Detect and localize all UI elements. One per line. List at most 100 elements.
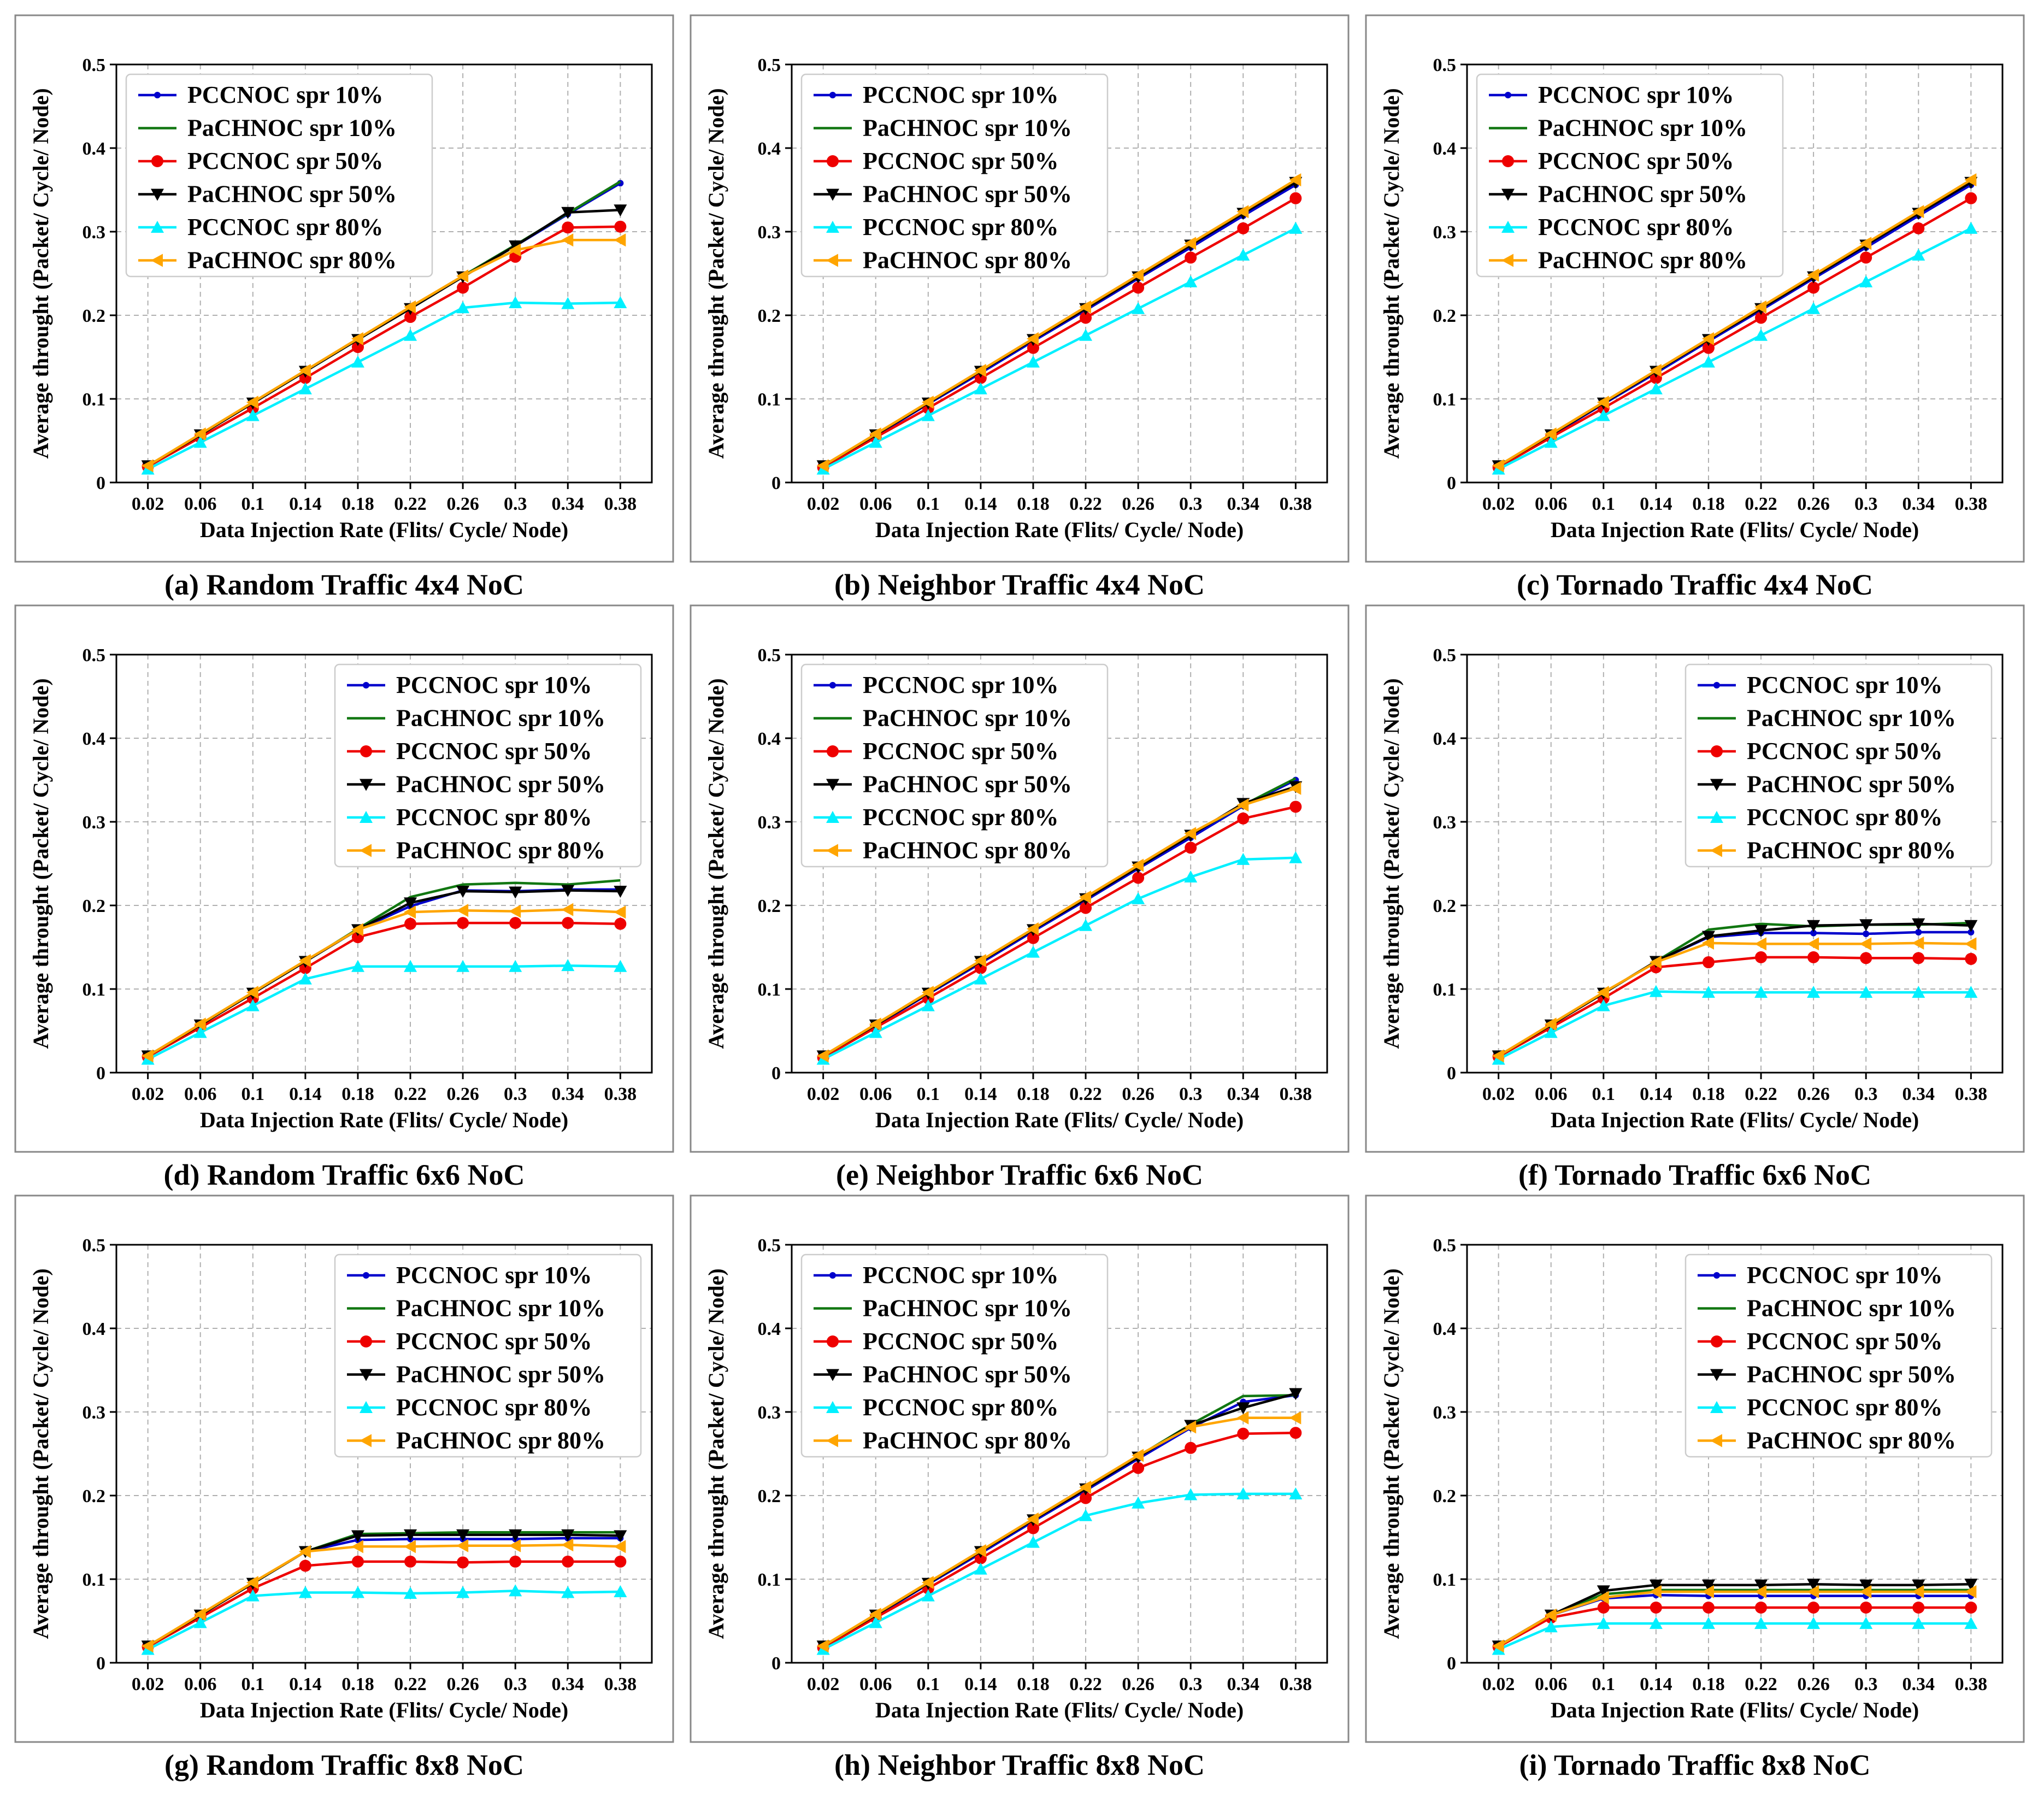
series-pachnoc-spr-50-marker [509, 886, 522, 899]
legend-pccnoc-spr-80-marker [360, 811, 373, 823]
x-tick-label: 0.22 [1069, 1084, 1102, 1104]
series-pccnoc-spr-80-marker [509, 296, 522, 309]
plot-area-frame [115, 63, 653, 484]
series-pccnoc-spr-80-marker [298, 972, 312, 985]
series-pccnoc-spr-50-marker [351, 1555, 364, 1568]
series-pachnoc-spr-80-marker [404, 300, 416, 314]
series-pachnoc-spr-80-marker [1236, 205, 1249, 219]
x-tick-label: 0.38 [1955, 1674, 1988, 1694]
series-pccnoc-spr-80-marker [561, 1586, 575, 1598]
series-pachnoc-spr-80-marker [246, 396, 258, 409]
y-tick-label: 0.5 [758, 1235, 781, 1256]
legend-pachnoc-spr-50-marker [826, 189, 839, 201]
legend-pachnoc-spr-50-marker [1501, 189, 1515, 201]
series-pccnoc-spr-50-marker [614, 220, 627, 233]
series-pccnoc-spr-80-marker [1026, 945, 1040, 958]
legend-pccnoc-spr-50-marker [827, 155, 839, 167]
series-pccnoc-spr-50-marker [1237, 1427, 1250, 1440]
legend-pachnoc-spr-10-label: PaCHNOC spr 10% [396, 1295, 605, 1322]
y-tick-label: 0.2 [1433, 306, 1457, 326]
legend-box [1684, 1253, 1993, 1458]
x-tick-label: 0.18 [1017, 494, 1050, 514]
series-pccnoc-spr-50-marker [457, 281, 469, 294]
legend-pccnoc-spr-10-label: PCCNOC spr 10% [863, 1262, 1059, 1288]
legend-pachnoc-spr-80-label: PaCHNOC spr 80% [1747, 1427, 1956, 1454]
series-pachnoc-spr-80-marker [1492, 459, 1504, 473]
y-axis-label: Average throught (Packet/ Cycle/ Node) [28, 1268, 53, 1639]
series-pachnoc-spr-80-marker [404, 905, 416, 919]
series-pccnoc-spr-50-marker [1237, 812, 1250, 825]
plot-area-frame [1466, 654, 2004, 1074]
series-pccnoc-spr-80-marker [1184, 870, 1198, 882]
series-pachnoc-spr-80-marker [1079, 890, 1092, 904]
x-tick-label: 0.02 [1482, 1084, 1515, 1104]
y-axis-label: Average throught (Packet/ Cycle/ Node) [1379, 1268, 1404, 1639]
x-tick-label: 0.14 [289, 1084, 322, 1104]
y-tick-label: 0.4 [1433, 1319, 1457, 1339]
series-pccnoc-spr-50-marker [1080, 311, 1092, 324]
x-tick-label: 0.1 [917, 1674, 940, 1694]
series-pccnoc-spr-50-marker [1080, 1492, 1092, 1504]
series-pachnoc-spr-80-marker [456, 904, 469, 917]
series-pccnoc-spr-80-marker [869, 1616, 882, 1628]
series-pccnoc-spr-80-marker [456, 960, 470, 972]
series-pccnoc-spr-50-marker [1027, 342, 1039, 354]
plot-area-frame [791, 1244, 1328, 1664]
series-pachnoc-spr-80-marker [141, 459, 154, 473]
series-pccnoc-spr-80-marker [1859, 986, 1873, 998]
series-pachnoc-spr-80-marker [921, 1576, 934, 1590]
series-pccnoc-spr-50-marker [1807, 1602, 1820, 1614]
series-pachnoc-spr-80-marker [869, 427, 881, 441]
series-pachnoc-spr-50-marker [614, 885, 627, 898]
x-tick-label: 0.38 [604, 1084, 637, 1104]
y-tick-label: 0.1 [1433, 980, 1457, 1000]
series-pccnoc-spr-80-marker [1701, 1617, 1715, 1629]
series-pccnoc-spr-50-marker [1912, 952, 1925, 964]
y-tick-label: 0.4 [83, 139, 106, 159]
series-pccnoc-spr-80-marker [456, 1586, 470, 1598]
series-pachnoc-spr-80-marker [1649, 363, 1662, 377]
series-pccnoc-spr-80-marker [193, 1026, 207, 1038]
series-pccnoc-spr-80-marker [456, 301, 470, 314]
series-pccnoc-spr-50-marker [1755, 1602, 1768, 1614]
series-pccnoc-spr-50-marker [1807, 951, 1820, 963]
series-pccnoc-spr-80-marker [921, 1589, 935, 1602]
legend-pachnoc-spr-10-label: PaCHNOC spr 10% [863, 1295, 1072, 1322]
legend: PCCNOC spr 10% PaCHNOC spr 10% PCCNOC spr … [1684, 1253, 1993, 1458]
x-tick-label: 0.1 [241, 1674, 265, 1694]
x-tick-label: 0.34 [1902, 494, 1935, 514]
legend-pachnoc-spr-50-marker [1710, 1369, 1723, 1381]
series-pccnoc-spr-80-marker [1964, 221, 1978, 234]
series-pachnoc-spr-80-marker [456, 1539, 469, 1552]
series-pachnoc-spr-50-line [147, 1533, 621, 1647]
series-pccnoc-spr-50-line [1498, 1606, 1971, 1648]
legend-pccnoc-spr-80-label: PCCNOC spr 80% [396, 804, 592, 831]
x-tick-label: 0.26 [1797, 1084, 1830, 1104]
series-pccnoc-spr-80-line [1498, 227, 1972, 470]
x-tick-label: 0.38 [1280, 1674, 1312, 1694]
x-tick-label: 0.34 [1902, 1674, 1935, 1694]
series-pachnoc-spr-80-marker [974, 954, 986, 967]
x-tick-label: 0.3 [1179, 1084, 1203, 1104]
y-tick-label: 0.4 [758, 139, 781, 159]
legend-pachnoc-spr-80-label: PaCHNOC spr 80% [1538, 247, 1747, 274]
series-pachnoc-spr-80-marker [1132, 1449, 1144, 1462]
series-pachnoc-spr-80-marker [1754, 1585, 1767, 1598]
x-tick-label: 0.38 [1280, 494, 1312, 514]
x-tick-label: 0.22 [1745, 1084, 1777, 1104]
y-tick-label: 0.1 [1433, 1570, 1457, 1590]
series-pccnoc-spr-80-marker [1289, 221, 1303, 234]
series-pccnoc-spr-50-marker [1237, 222, 1250, 234]
y-tick-label: 0.2 [758, 1486, 781, 1506]
legend-pccnoc-spr-50-label: PCCNOC spr 50% [187, 148, 384, 174]
series-pachnoc-spr-80-marker [1184, 1420, 1197, 1434]
series-pachnoc-spr-80-marker [193, 1017, 206, 1031]
series-pachnoc-spr-80-marker [193, 1608, 206, 1621]
series-pachnoc-spr-80-line [1498, 941, 1971, 1057]
series-pccnoc-spr-80-marker [246, 1589, 260, 1602]
series-pccnoc-spr-80-marker [1079, 328, 1093, 341]
series-pccnoc-spr-50-marker [1132, 281, 1145, 294]
series-pachnoc-spr-80-marker [1184, 237, 1197, 250]
legend-pccnoc-spr-50-label: PCCNOC spr 50% [863, 738, 1059, 764]
series-pachnoc-spr-50-marker [614, 204, 627, 217]
